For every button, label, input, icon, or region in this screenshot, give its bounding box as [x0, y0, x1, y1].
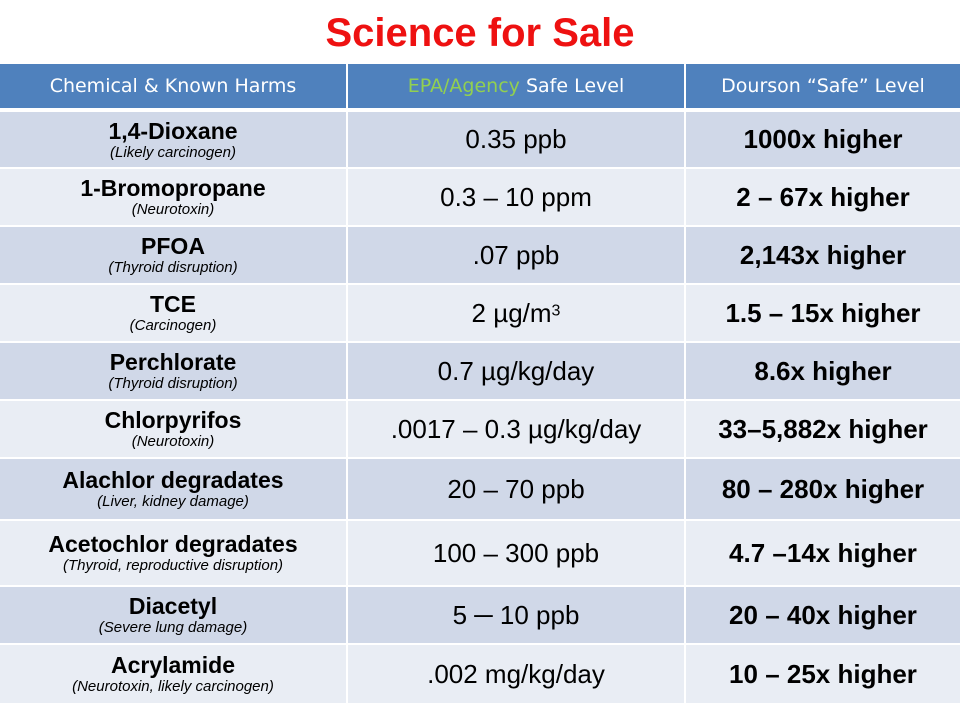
chemical-cell: Alachlor degradates (Liver, kidney damage… — [0, 458, 348, 521]
slide-title: Science for Sale — [325, 11, 635, 55]
dourson-level-cell: 10 – 25x higher — [685, 644, 960, 705]
header-epa-safe-level: EPA/Agency Safe Level — [347, 64, 686, 112]
chemical-name: Acrylamide — [110, 652, 235, 678]
dourson-safe-level: 80 – 280x higher — [721, 473, 925, 504]
dourson-safe-level: 1000x higher — [743, 124, 903, 154]
dourson-safe-level: 10 – 25x higher — [729, 658, 917, 689]
table-row: 1,4-Dioxane (Likely carcinogen) 0.35 ppb 10… — [0, 110, 960, 169]
chemical-name: 1-Bromopropane — [80, 175, 266, 201]
chemical-name: Perchlorate — [109, 349, 237, 375]
epa-level-cell: .002 mg/kg/day — [347, 644, 686, 705]
chemical-cell: Acrylamide (Neurotoxin, likely carcinogen… — [0, 644, 348, 705]
table-row: TCE (Carcinogen) 2 µg/m3 1.5 – 15x higher — [0, 284, 960, 343]
epa-safe-level: 2 µg/m — [471, 297, 552, 328]
known-harms: (Neurotoxin) — [131, 201, 215, 218]
table-row: Chlorpyrifos (Neurotoxin) .0017 – 0.3 µg/k… — [0, 400, 960, 459]
chemical-name: Diacetyl — [128, 593, 218, 619]
dourson-safe-level: 20 – 40x higher — [729, 599, 917, 630]
known-harms: (Thyroid disruption) — [108, 375, 238, 392]
epa-safe-level: 20 – 70 ppb — [447, 473, 585, 504]
dourson-safe-level: 33–5,882x higher — [718, 413, 928, 444]
unit-superscript: 3 — [551, 302, 561, 320]
comparison-table: Chemical & Known Harms EPA/Agency Safe L… — [0, 64, 960, 705]
epa-level-cell: 20 – 70 ppb — [347, 458, 686, 521]
chemical-name: Acetochlor degradates — [48, 531, 298, 557]
dourson-level-cell: 33–5,882x higher — [685, 400, 960, 459]
table-row: Acrylamide (Neurotoxin, likely carcinogen… — [0, 644, 960, 705]
table-row: Perchlorate (Thyroid disruption) 0.7 µg/kg… — [0, 342, 960, 401]
epa-level-cell: .07 ppb — [347, 226, 686, 285]
epa-level-cell: 2 µg/m3 — [347, 284, 686, 343]
known-harms: (Thyroid disruption) — [108, 259, 238, 276]
header-agency-text: EPA/Agency — [407, 75, 520, 97]
epa-safe-level: 0.7 µg/kg/day — [437, 355, 595, 386]
dourson-level-cell: 20 – 40x higher — [685, 586, 960, 645]
known-harms: (Neurotoxin) — [131, 433, 215, 450]
header-dourson-level: Dourson “Safe” Level — [685, 64, 960, 112]
known-harms: (Severe lung damage) — [98, 619, 248, 636]
epa-level-cell: .0017 – 0.3 µg/kg/day — [347, 400, 686, 459]
dourson-safe-level: 2,143x higher — [739, 239, 907, 270]
dourson-safe-level: 1.5 – 15x higher — [725, 297, 921, 328]
header-chemical: Chemical & Known Harms — [0, 64, 348, 112]
table-row: Acetochlor degradates (Thyroid, reproduct… — [0, 520, 960, 587]
known-harms: (Thyroid, reproductive disruption) — [62, 557, 284, 574]
chemical-cell: PFOA (Thyroid disruption) — [0, 226, 348, 285]
dourson-level-cell: 1.5 – 15x higher — [685, 284, 960, 343]
dourson-level-cell: 80 – 280x higher — [685, 458, 960, 521]
chemical-name: 1,4-Dioxane — [108, 117, 238, 144]
table-row: 1-Bromopropane (Neurotoxin) 0.3 – 10 ppm 2 … — [0, 168, 960, 227]
epa-level-cell: 100 – 300 ppb — [347, 520, 686, 587]
table-row: PFOA (Thyroid disruption) .07 ppb 2,143x hi… — [0, 226, 960, 285]
chemical-cell: Acetochlor degradates (Thyroid, reproduct… — [0, 520, 348, 587]
epa-safe-level: 0.35 ppb — [465, 124, 567, 154]
epa-level-cell: 0.35 ppb — [347, 110, 686, 169]
dourson-level-cell: 2 – 67x higher — [685, 168, 960, 227]
epa-level-cell: 0.3 – 10 ppm — [347, 168, 686, 227]
known-harms: (Likely carcinogen) — [110, 143, 236, 161]
epa-safe-level: 5 ─ 10 ppb — [452, 599, 580, 630]
epa-safe-level: 0.3 – 10 ppm — [440, 181, 592, 212]
dourson-level-cell: 1000x higher — [685, 110, 960, 169]
dourson-level-cell: 8.6x higher — [685, 342, 960, 401]
known-harms: (Neurotoxin, likely carcinogen) — [72, 678, 274, 695]
known-harms: (Carcinogen) — [129, 317, 217, 334]
chemical-cell: 1,4-Dioxane (Likely carcinogen) — [0, 110, 348, 169]
epa-safe-level: .07 ppb — [472, 239, 560, 270]
table-header-row: Chemical & Known Harms EPA/Agency Safe L… — [0, 64, 960, 112]
chemical-cell: TCE (Carcinogen) — [0, 284, 348, 343]
table-row: Alachlor degradates (Liver, kidney damage… — [0, 458, 960, 521]
dourson-level-cell: 4.7 –14x higher — [685, 520, 960, 587]
dourson-safe-level: 4.7 –14x higher — [729, 537, 917, 568]
chemical-cell: 1-Bromopropane (Neurotoxin) — [0, 168, 348, 227]
chemical-name: TCE — [150, 291, 196, 317]
epa-safe-level: 100 – 300 ppb — [432, 537, 600, 568]
epa-level-cell: 0.7 µg/kg/day — [347, 342, 686, 401]
dourson-safe-level: 2 – 67x higher — [736, 181, 910, 212]
dourson-safe-level: 8.6x higher — [754, 355, 892, 386]
table-row: Diacetyl (Severe lung damage) 5 ─ 10 ppb 20… — [0, 586, 960, 645]
chemical-cell: Chlorpyrifos (Neurotoxin) — [0, 400, 348, 459]
chemical-name: PFOA — [141, 233, 205, 259]
chemical-cell: Perchlorate (Thyroid disruption) — [0, 342, 348, 401]
epa-level-cell: 5 ─ 10 ppb — [347, 586, 686, 645]
chemical-name: Alachlor degradates — [62, 467, 284, 493]
chemical-name: Chlorpyrifos — [104, 407, 242, 433]
header-safe-level-text: Safe Level — [519, 75, 625, 97]
epa-safe-level: .0017 – 0.3 µg/kg/day — [390, 413, 642, 444]
dourson-level-cell: 2,143x higher — [685, 226, 960, 285]
known-harms: (Liver, kidney damage) — [97, 493, 249, 510]
chemical-cell: Diacetyl (Severe lung damage) — [0, 586, 348, 645]
epa-safe-level: .002 mg/kg/day — [427, 658, 605, 689]
